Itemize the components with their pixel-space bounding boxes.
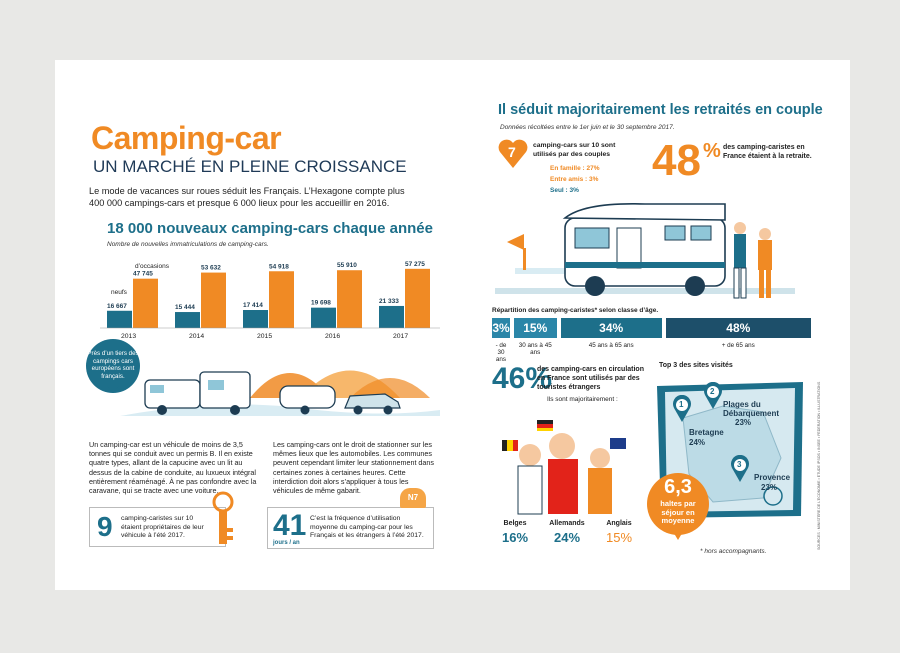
site-2-pct: 23%	[735, 418, 752, 427]
survey-dates: Données récoltées entre le 1er juin et l…	[500, 124, 675, 131]
page-title: Camping-car	[91, 120, 282, 156]
age-chart: 3% - de 30 ans 15% 30 ans à 45 ans 34% 45 ans…	[492, 318, 812, 363]
age-label-0: - de 30 ans	[495, 342, 507, 363]
x-tick-2013: 2013	[121, 333, 136, 340]
usage-stat-unit: jours / an	[273, 540, 300, 546]
vehicle-definition: Un camping-car est un véhicule de moins …	[89, 440, 257, 496]
heart-icon	[498, 139, 528, 168]
footnote: * hors accompagnants.	[700, 548, 767, 555]
foreign-percent: 46%	[492, 362, 553, 395]
age-title: Répartition des camping-caristes* selon …	[492, 307, 659, 314]
bar-occasions-2017	[405, 268, 430, 328]
top3-title: Top 3 des sites visités	[659, 362, 733, 369]
site-1-name: Bretagne	[689, 428, 724, 437]
right-title: Il séduit majoritairement les retraités …	[498, 102, 823, 118]
site-3-rank: 3	[737, 460, 742, 469]
site-3-name: Provence	[754, 473, 791, 482]
parking-rules: Les camping-cars ont le droit de station…	[273, 440, 435, 496]
section-title: 18 000 nouveaux camping-cars chaque anné…	[107, 220, 433, 237]
owner-stat-text: camping-caristes sur 10 étaient propriét…	[121, 515, 204, 539]
amis-line: Entre amis : 3%	[550, 176, 599, 183]
marker-3-icon	[731, 455, 749, 482]
couples-text: camping-cars sur 10 sont utilisés par de…	[533, 142, 616, 158]
x-tick-2014: 2014	[189, 333, 204, 340]
bar-occasions-2016	[337, 270, 362, 328]
age-label-3: + de 65 ans	[721, 342, 755, 349]
tourist-value-2: 15%	[605, 530, 633, 545]
x-tick-2016: 2016	[325, 333, 340, 340]
retired-percent-sign: %	[703, 140, 721, 162]
n7-sign: N7	[400, 488, 426, 508]
site-3-pct: 23%	[761, 483, 778, 492]
bar-occasions-2014	[201, 272, 226, 328]
key-icon	[212, 491, 234, 544]
seul-line: Seul : 3%	[550, 187, 579, 194]
usage-stat-text: C’est la fréquence d’utilisation moyenne…	[310, 515, 424, 539]
bar-neufs-2016	[311, 307, 336, 328]
value-label-2013-1: 47 745	[133, 271, 153, 278]
chart-note: Nombre de nouvelles immatriculations de …	[107, 241, 269, 248]
value-label-2015-0: 17 414	[243, 302, 263, 309]
site-2-name: Plages du Débarquement	[723, 400, 780, 418]
legend-occasions: d’occasions	[135, 263, 170, 270]
age-label-2: 45 ans à 65 ans	[588, 342, 634, 349]
marker-1-icon	[673, 395, 691, 422]
vehicles-illustration	[120, 370, 440, 416]
site-2-rank: 2	[710, 387, 715, 396]
registrations-chart: 16 667 47 745 2013 15 444 53 632 2014 17 414 54…	[100, 261, 440, 340]
bar-neufs-2017	[379, 305, 404, 328]
couples-number: 7	[508, 144, 516, 160]
age-bar-3: 48%	[665, 318, 811, 338]
bar-neufs-2015	[243, 310, 268, 328]
site-1-pct: 24%	[689, 438, 706, 447]
value-label-2016-0: 19 698	[311, 300, 331, 307]
value-label-2017-0: 21 333	[379, 298, 399, 305]
bar-neufs-2013	[107, 310, 132, 328]
retired-percent: 48	[652, 136, 701, 185]
tourist-label-2: Anglais	[606, 520, 632, 527]
foreign-subtitle: Ils sont majoritairement :	[547, 396, 618, 403]
side-credit: SOURCES : MINISTÈRE DE L’ÉCONOMIE • ÉTUD…	[817, 381, 821, 550]
usage-stat-number: 41	[273, 509, 307, 542]
haltes-number: 6,3	[664, 476, 692, 498]
value-label-2014-0: 15 444	[175, 304, 195, 311]
tourist-value-1: 24%	[553, 530, 581, 545]
magazine-spread: Camping-car UN MARCHÉ EN PLEINE CROISSAN…	[55, 60, 850, 590]
value-label-2015-1: 54 918	[269, 263, 289, 270]
haltes-text: haltes par séjour en moyenne	[660, 499, 696, 525]
value-label-2017-1: 57 275	[405, 261, 425, 268]
owner-stat-number: 9	[97, 511, 113, 542]
haltes-bubble	[647, 473, 709, 540]
retired-text: des camping-caristes en France étaient à…	[723, 144, 812, 160]
marker-2-icon	[704, 382, 722, 409]
foreign-text: des camping-cars en circulation en Franc…	[537, 366, 644, 391]
bubble-shape	[86, 339, 140, 393]
tourist-value-0: 16%	[501, 530, 529, 545]
famille-line: En famille : 27%	[550, 165, 600, 172]
value-label-2014-1: 53 632	[201, 265, 221, 272]
bar-occasions-2013	[133, 278, 158, 328]
age-bar-2: 34%	[560, 318, 662, 338]
bar-neufs-2014	[175, 312, 200, 328]
intro-text: Le mode de vacances sur roues séduit les…	[89, 186, 405, 208]
legend-neufs: neufs	[111, 289, 128, 296]
value-label-2016-1: 55 910	[337, 262, 357, 269]
age-label-1: 30 ans à 45 ans	[518, 342, 552, 356]
page-subtitle: UN MARCHÉ EN PLEINE CROISSANCE	[93, 157, 407, 176]
age-bar-0: 3%	[492, 318, 510, 338]
x-tick-2015: 2015	[257, 333, 272, 340]
tourists-chart: Belges 16% Allemands 24% Anglais 15%	[492, 520, 642, 550]
tourist-label-1: Allemands	[549, 520, 585, 527]
value-label-2013-0: 16 667	[107, 303, 127, 310]
tourist-label-0: Belges	[503, 520, 527, 527]
bubble-text: Près d’un tiers des campings cars europé…	[87, 350, 139, 380]
usage-stat-box	[267, 507, 434, 549]
age-bar-1: 15%	[514, 318, 557, 338]
x-tick-2017: 2017	[393, 333, 408, 340]
tourists-illustration	[502, 420, 626, 515]
bar-occasions-2015	[269, 271, 294, 328]
site-1-rank: 1	[679, 400, 684, 409]
camper-illustration	[495, 202, 795, 299]
